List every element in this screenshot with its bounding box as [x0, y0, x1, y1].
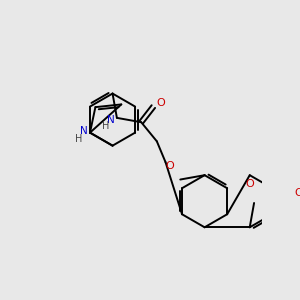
- Text: H: H: [102, 121, 109, 131]
- Text: N: N: [80, 126, 88, 136]
- Text: O: O: [295, 188, 300, 198]
- Text: H: H: [75, 134, 82, 144]
- Text: O: O: [245, 179, 254, 189]
- Text: N: N: [107, 115, 115, 124]
- Text: O: O: [166, 160, 174, 171]
- Text: O: O: [156, 98, 165, 108]
